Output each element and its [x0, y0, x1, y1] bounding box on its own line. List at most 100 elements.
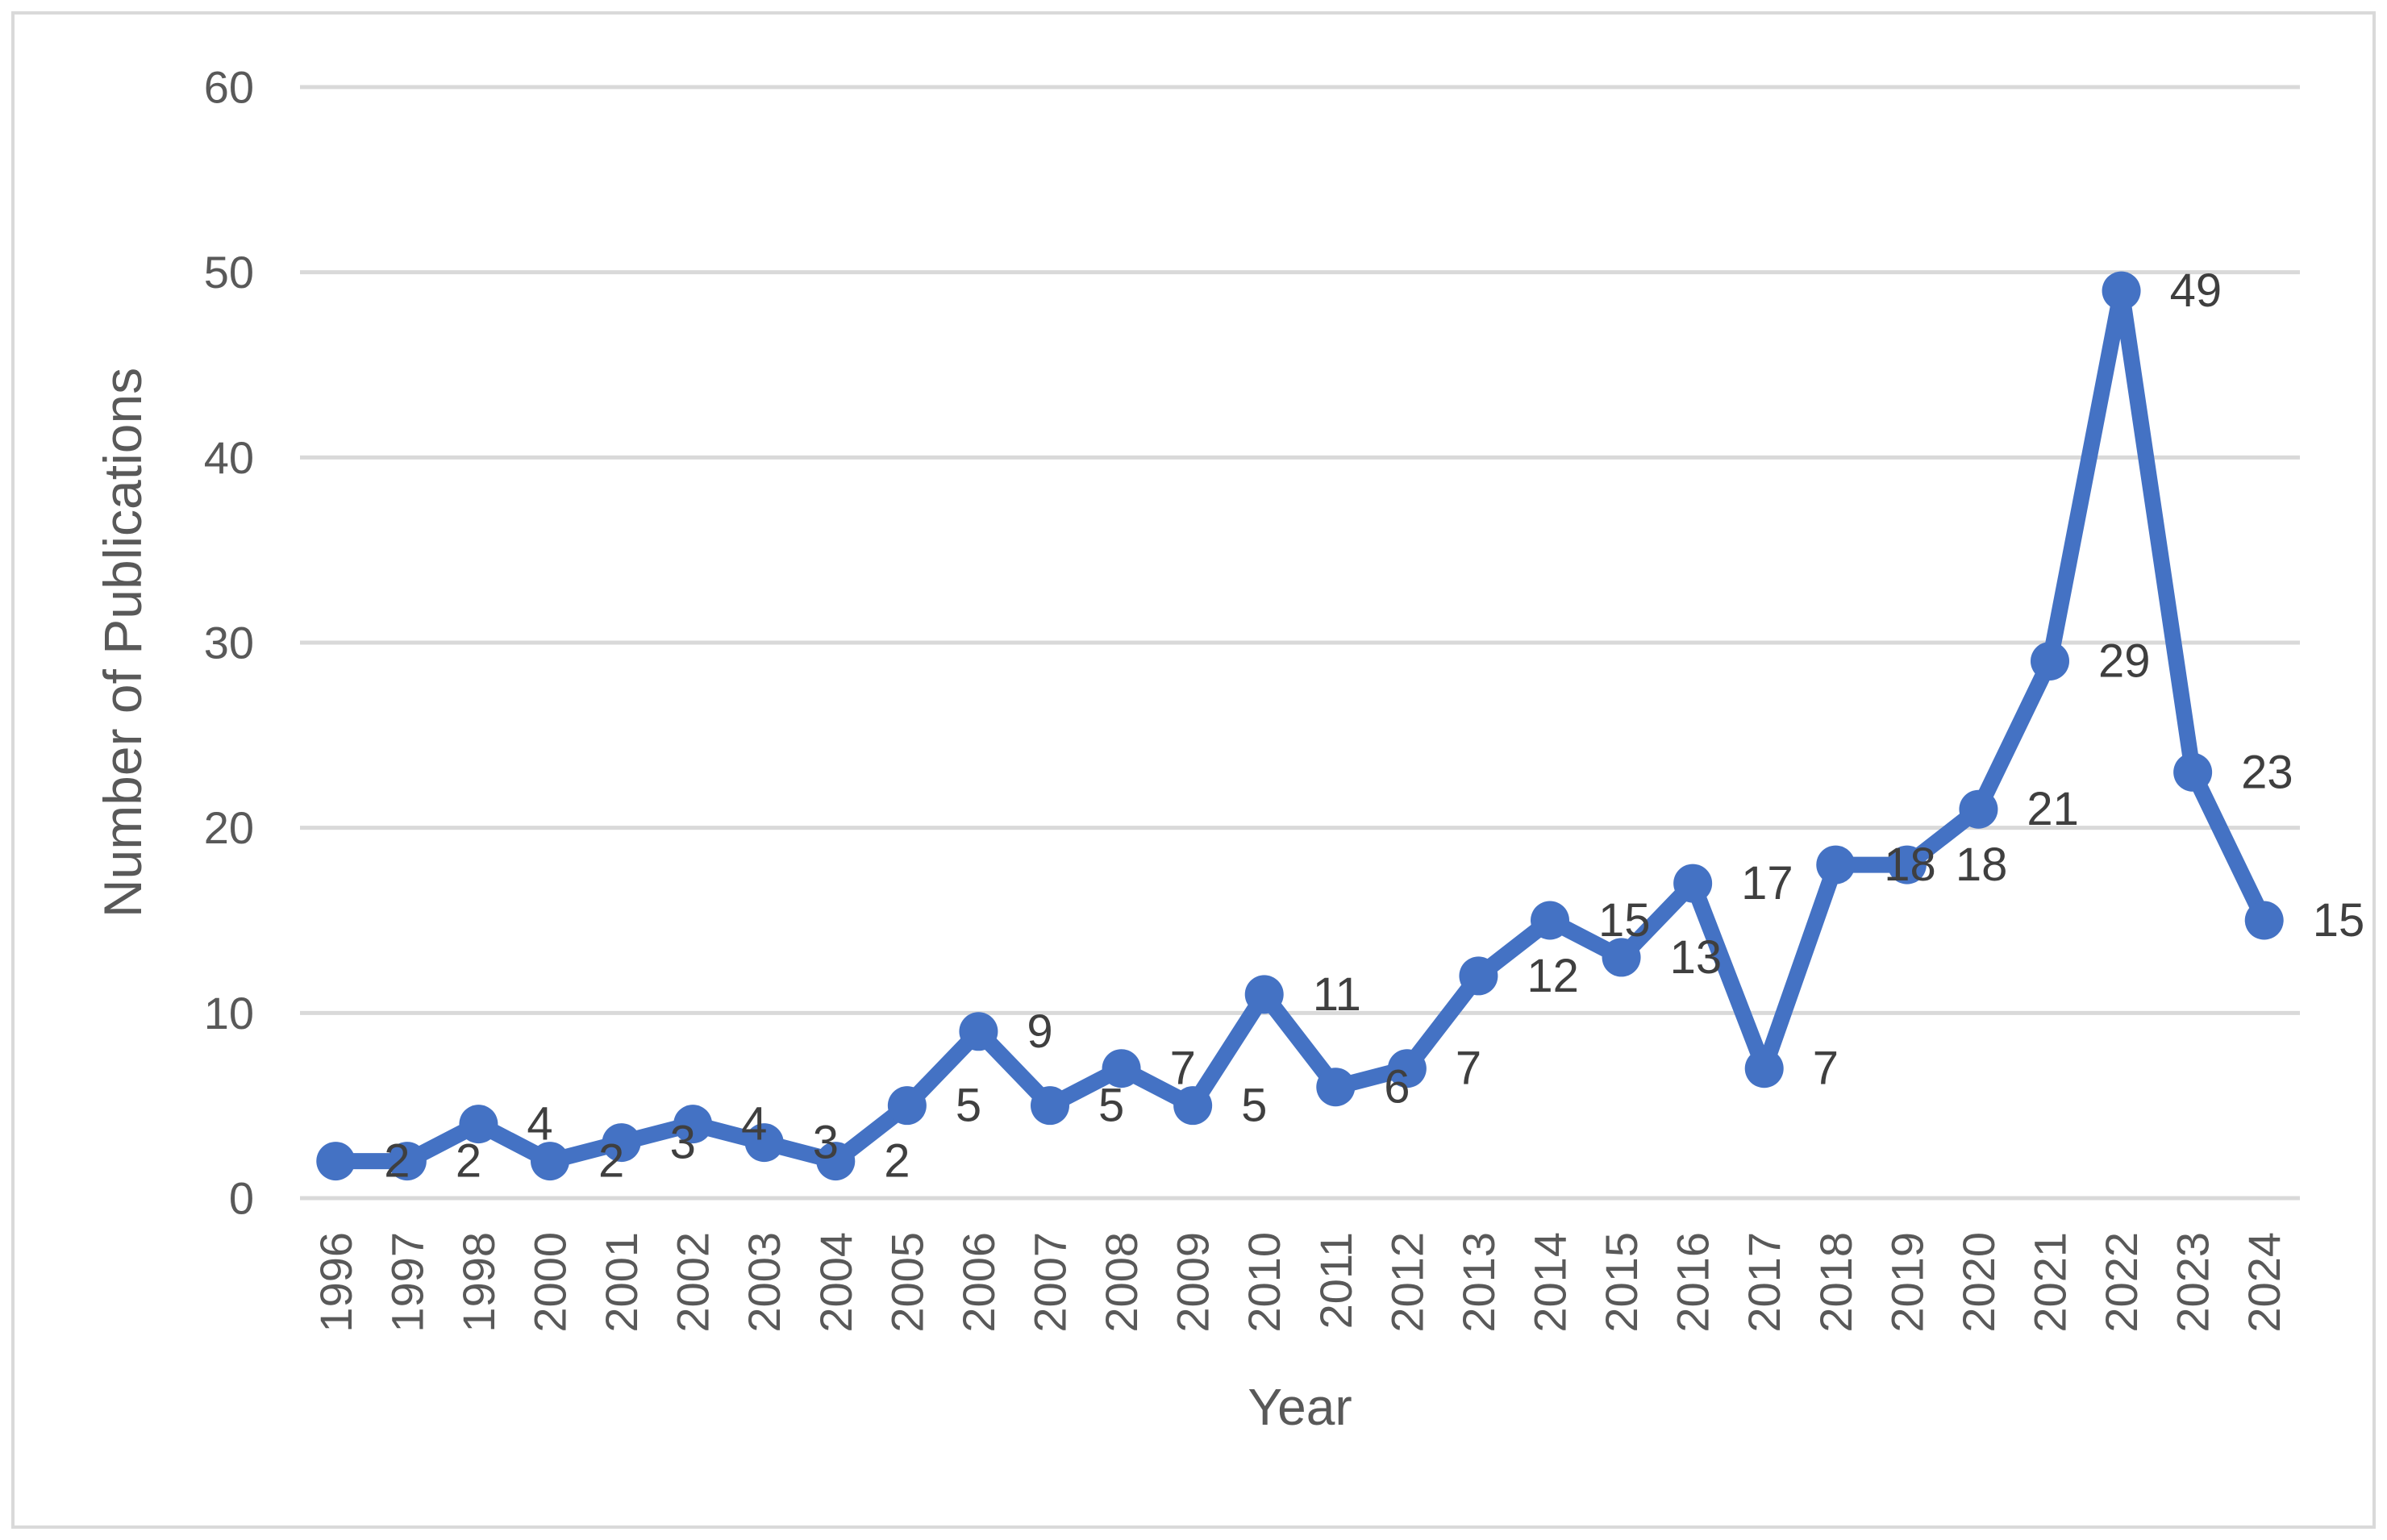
- y-axis-title: Number of Publications: [93, 368, 152, 918]
- x-tick-2000: 2000: [525, 1232, 576, 1333]
- data-label-2013: 12: [1527, 950, 1579, 1002]
- x-tick-2018: 2018: [1810, 1232, 1861, 1333]
- y-tick-30: 30: [204, 618, 254, 668]
- data-point-2014: [1531, 901, 1569, 940]
- data-label-2024: 15: [2313, 894, 2365, 947]
- data-point-2005: [887, 1086, 927, 1126]
- data-point-2019: [1887, 845, 1927, 884]
- data-label-2012: 7: [1456, 1043, 1481, 1095]
- x-tick-2013: 2013: [1453, 1232, 1504, 1333]
- x-tick-2024: 2024: [2239, 1232, 2289, 1333]
- x-tick-2023: 2023: [2168, 1232, 2218, 1333]
- data-label-2016: 17: [1741, 857, 1793, 909]
- data-label-2011: 6: [1384, 1061, 1410, 1113]
- y-tick-50: 50: [204, 247, 254, 298]
- y-tick-20: 20: [204, 802, 254, 853]
- data-label-2018: 18: [1884, 839, 1936, 891]
- x-tick-2019: 2019: [1881, 1232, 1932, 1333]
- x-tick-1998: 1998: [453, 1232, 504, 1333]
- data-label-2008: 7: [1170, 1043, 1196, 1095]
- data-label-2015: 13: [1670, 931, 1723, 984]
- data-point-2004: [816, 1142, 856, 1181]
- data-label-2017: 7: [1813, 1043, 1839, 1095]
- data-label-1997: 2: [456, 1135, 481, 1188]
- x-tick-2001: 2001: [596, 1232, 647, 1333]
- data-label-2003: 3: [813, 1117, 839, 1169]
- x-tick-2005: 2005: [881, 1232, 932, 1333]
- data-point-2007: [1031, 1086, 1069, 1126]
- data-label-2007: 5: [1098, 1080, 1124, 1132]
- data-label-1998: 4: [527, 1098, 552, 1151]
- x-tick-2007: 2007: [1025, 1232, 1076, 1333]
- data-point-2021: [2031, 641, 2069, 681]
- x-axis-ticks: 1996 1997 1998 2000 2001 2002 2003 2004 2005 2006…: [310, 1232, 2289, 1333]
- x-tick-1996: 1996: [310, 1232, 361, 1333]
- data-point-2001: [602, 1123, 641, 1163]
- data-point-2020: [1959, 789, 1998, 829]
- data-label-2002: 4: [741, 1098, 767, 1151]
- data-label-2020: 21: [2027, 783, 2079, 835]
- x-tick-2016: 2016: [1668, 1232, 1718, 1333]
- data-label-2019: 18: [1956, 839, 2008, 891]
- data-points: [316, 271, 2284, 1181]
- x-tick-2004: 2004: [810, 1232, 861, 1333]
- x-tick-2012: 2012: [1381, 1232, 1432, 1333]
- data-label-2014: 15: [1598, 894, 1651, 947]
- data-point-2018: [1816, 845, 1856, 884]
- data-point-2011: [1316, 1068, 1356, 1107]
- data-label-2009: 5: [1241, 1080, 1267, 1132]
- data-series-line: [327, 282, 2272, 1170]
- data-label-2023: 23: [2241, 746, 2293, 798]
- data-point-2016: [1673, 864, 1713, 903]
- x-tick-2022: 2022: [2096, 1232, 2147, 1333]
- data-label-2022: 49: [2170, 264, 2222, 317]
- y-axis-ticks: 0 10 20 30 40 50 60: [204, 62, 254, 1224]
- data-label-2000: 2: [598, 1135, 624, 1188]
- x-tick-2021: 2021: [2025, 1232, 2076, 1333]
- data-point-2003: [744, 1123, 784, 1163]
- data-point-1998: [459, 1105, 498, 1144]
- data-point-2006: [959, 1012, 998, 1051]
- data-point-2002: [673, 1105, 713, 1144]
- y-tick-10: 10: [204, 988, 254, 1038]
- x-axis-title: Year: [1248, 1378, 1352, 1436]
- data-point-2000: [531, 1142, 569, 1181]
- data-label-2005: 5: [956, 1080, 981, 1132]
- data-point-2012: [1387, 1049, 1427, 1088]
- chart-frame: [11, 11, 2376, 1529]
- data-label-2010: 11: [1313, 968, 1361, 1021]
- data-point-2017: [1744, 1049, 1784, 1088]
- x-tick-2015: 2015: [1596, 1232, 1647, 1333]
- data-point-2009: [1173, 1086, 1213, 1126]
- y-tick-60: 60: [204, 62, 254, 113]
- x-tick-2009: 2009: [1168, 1232, 1218, 1333]
- y-tick-0: 0: [229, 1173, 254, 1224]
- y-tick-40: 40: [204, 432, 254, 483]
- data-label-2021: 29: [2098, 635, 2151, 687]
- data-label-1996: 2: [384, 1135, 410, 1188]
- data-point-2010: [1244, 975, 1284, 1014]
- data-point-2024: [2244, 901, 2284, 940]
- data-point-2015: [1602, 938, 1641, 977]
- x-tick-2002: 2002: [668, 1232, 719, 1333]
- x-tick-2008: 2008: [1096, 1232, 1147, 1333]
- x-tick-2006: 2006: [953, 1232, 1004, 1333]
- x-tick-1997: 1997: [381, 1232, 432, 1333]
- data-point-2008: [1102, 1049, 1141, 1088]
- data-point-2013: [1459, 956, 1498, 996]
- x-tick-2003: 2003: [739, 1232, 789, 1333]
- x-tick-2011: 2011: [1310, 1232, 1361, 1329]
- x-tick-2020: 2020: [1953, 1232, 2004, 1333]
- data-point-2023: [2173, 752, 2213, 792]
- data-label-2006: 9: [1027, 1005, 1052, 1058]
- x-tick-2010: 2010: [1239, 1232, 1289, 1333]
- data-point-1996: [316, 1142, 356, 1181]
- data-label-2001: 3: [670, 1117, 696, 1169]
- x-tick-2014: 2014: [1525, 1232, 1576, 1333]
- x-tick-2017: 2017: [1739, 1232, 1789, 1333]
- data-point-1997: [387, 1142, 427, 1181]
- data-point-2022: [2102, 271, 2141, 310]
